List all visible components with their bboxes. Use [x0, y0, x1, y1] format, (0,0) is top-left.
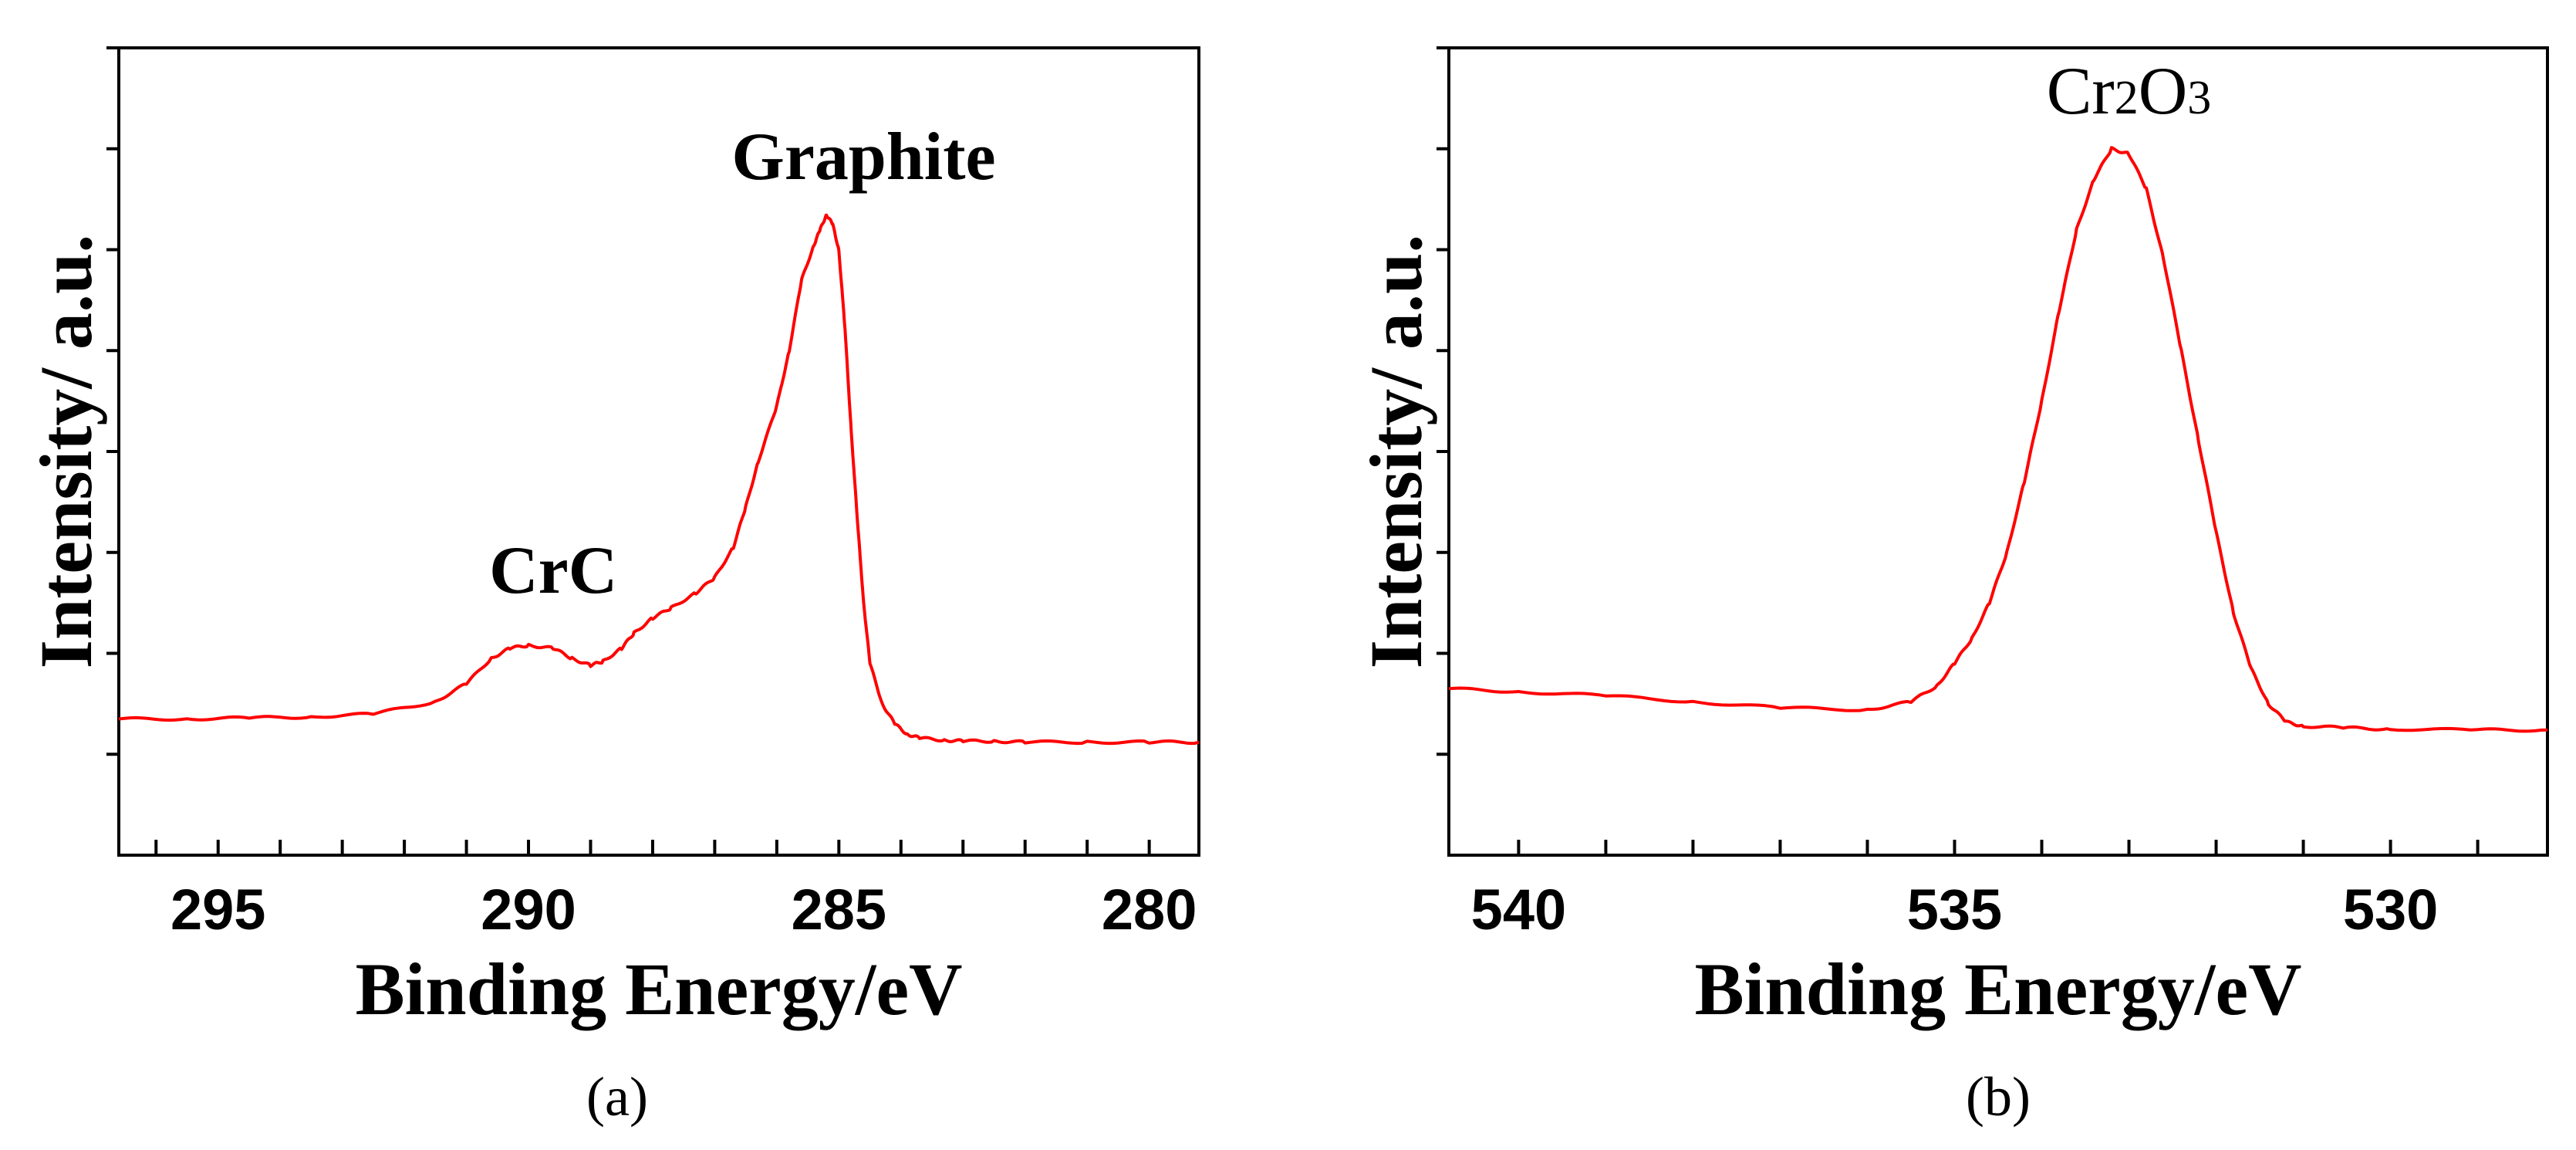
peak-annotation: Graphite	[731, 120, 995, 194]
y-axis-title-a: Intensity/ a.u.	[25, 235, 107, 669]
peak-annotation: CrC	[489, 533, 617, 608]
x-axis-title-b: Binding Energy/eV	[1695, 948, 2302, 1030]
x-ticks-a	[154, 840, 1151, 855]
x-axis-title-a: Binding Energy/eV	[356, 948, 963, 1030]
annotations-b: Cr2O3	[2047, 54, 2212, 129]
chart-panel-b: 540 535 530 Cr2O3 Binding Energy/eV Intens…	[1355, 46, 2549, 1128]
panel-label-b: (b)	[1966, 1066, 2031, 1128]
chart-panel-a: 295 290 285 280 CrC Graphite Binding Energy/…	[25, 46, 1200, 1128]
y-ticks-b	[1437, 46, 1450, 756]
x-tick-label: 530	[2343, 878, 2438, 942]
x-tick-label: 280	[1102, 878, 1197, 942]
plot-frame-a	[117, 46, 1200, 857]
annotations-a: CrC Graphite	[489, 120, 995, 608]
plot-frame-b	[1447, 46, 2549, 857]
x-tick-labels-a: 295 290 285 280	[170, 878, 1197, 942]
y-axis-title-b: Intensity/ a.u.	[1355, 235, 1437, 669]
x-tick-label: 540	[1471, 878, 1566, 942]
x-tick-label: 295	[170, 878, 265, 942]
series-line-a	[118, 213, 1200, 746]
x-tick-label: 535	[1907, 878, 2002, 942]
peak-annotation: Cr2O3	[2047, 54, 2212, 129]
series-line-b	[1448, 146, 2547, 733]
y-ticks-a	[106, 46, 120, 756]
x-tick-labels-b: 540 535 530	[1471, 878, 2439, 942]
panel-label-a: (a)	[586, 1066, 648, 1128]
x-tick-label: 290	[481, 878, 576, 942]
x-ticks-b	[1517, 840, 2480, 855]
x-tick-label: 285	[792, 878, 886, 942]
